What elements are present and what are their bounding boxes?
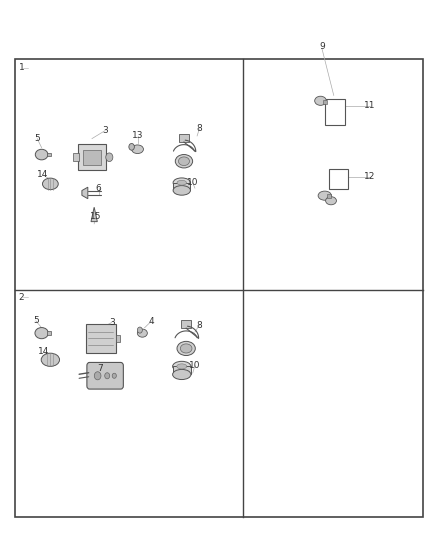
Ellipse shape — [314, 96, 326, 106]
Bar — [322, 100, 327, 104]
Ellipse shape — [173, 361, 191, 372]
Bar — [179, 134, 189, 142]
Circle shape — [138, 327, 142, 333]
Text: 10: 10 — [187, 179, 198, 187]
Polygon shape — [91, 207, 97, 222]
Circle shape — [94, 372, 101, 380]
Ellipse shape — [173, 369, 191, 379]
Bar — [47, 331, 51, 335]
Ellipse shape — [318, 191, 332, 200]
Polygon shape — [82, 187, 88, 199]
Bar — [116, 335, 120, 342]
Bar — [15, 59, 423, 517]
Ellipse shape — [41, 353, 60, 366]
Text: 14: 14 — [37, 171, 49, 179]
Text: 8: 8 — [196, 321, 202, 329]
Ellipse shape — [173, 178, 191, 188]
Ellipse shape — [138, 329, 147, 337]
Ellipse shape — [42, 178, 58, 190]
Ellipse shape — [35, 149, 48, 160]
Bar — [327, 194, 331, 198]
Bar — [173, 366, 191, 375]
Text: 3: 3 — [102, 126, 108, 135]
Text: 12: 12 — [364, 173, 376, 181]
Ellipse shape — [180, 344, 192, 353]
Bar — [86, 324, 116, 353]
Bar — [181, 320, 191, 328]
Bar — [325, 99, 346, 125]
FancyBboxPatch shape — [87, 362, 124, 389]
Bar — [173, 183, 191, 190]
Text: 13: 13 — [132, 132, 144, 140]
Bar — [329, 169, 348, 189]
Text: 3: 3 — [109, 318, 115, 327]
Circle shape — [105, 373, 110, 379]
Text: 7: 7 — [97, 365, 103, 373]
Ellipse shape — [178, 157, 190, 166]
Text: 8: 8 — [196, 125, 202, 133]
Ellipse shape — [325, 197, 336, 205]
Text: 14: 14 — [38, 348, 49, 356]
Text: 15: 15 — [90, 213, 101, 221]
Text: 5: 5 — [34, 134, 40, 143]
Text: 1: 1 — [19, 63, 25, 72]
Ellipse shape — [35, 328, 48, 338]
Text: 5: 5 — [33, 317, 39, 325]
Ellipse shape — [175, 155, 193, 168]
Circle shape — [106, 153, 113, 161]
Text: 9: 9 — [319, 42, 325, 51]
Ellipse shape — [131, 145, 144, 154]
Text: 11: 11 — [364, 101, 376, 110]
Bar — [83, 150, 101, 165]
Ellipse shape — [177, 180, 187, 185]
Text: 6: 6 — [95, 184, 102, 192]
Bar — [78, 144, 106, 171]
Ellipse shape — [177, 364, 187, 369]
Ellipse shape — [173, 185, 191, 195]
Circle shape — [112, 373, 117, 378]
Text: 10: 10 — [189, 361, 201, 370]
Text: 4: 4 — [148, 317, 154, 326]
Circle shape — [129, 143, 134, 150]
Ellipse shape — [177, 341, 195, 356]
Text: 2: 2 — [19, 293, 25, 302]
Bar — [47, 152, 51, 157]
Bar — [74, 154, 78, 161]
